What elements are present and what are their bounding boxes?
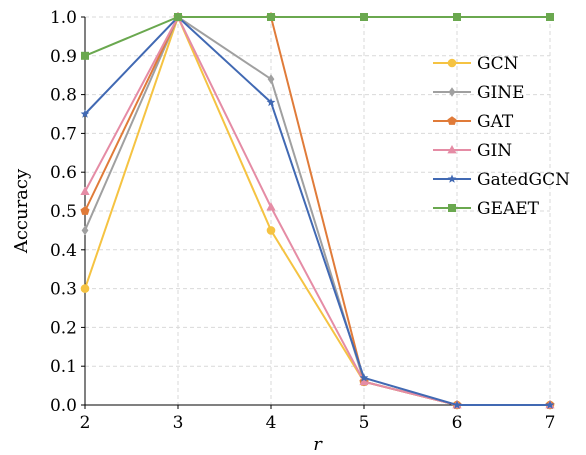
x-tick-label: 7 <box>545 413 556 433</box>
y-tick-label: 0.7 <box>50 124 77 144</box>
x-tick-label: 2 <box>80 413 91 433</box>
data-point-gat <box>80 206 89 215</box>
data-point-geaet <box>174 13 182 21</box>
y-tick-label: 0.6 <box>50 163 77 183</box>
legend-label-gatedgcn: GatedGCN <box>477 170 570 190</box>
x-tick-label: 4 <box>266 413 277 433</box>
legend-label-gcn: GCN <box>477 54 519 74</box>
data-point-geaet <box>360 13 368 21</box>
data-point-geaet <box>81 52 89 60</box>
data-point-gine <box>268 74 275 84</box>
x-tick-label: 5 <box>359 413 370 433</box>
y-tick-label: 0.5 <box>50 202 77 222</box>
y-tick-label: 0.0 <box>50 396 77 416</box>
data-point-gcn <box>81 284 90 293</box>
legend-item-gatedgcn: GatedGCN <box>433 170 570 190</box>
data-point-geaet <box>546 13 554 21</box>
y-tick-label: 0.3 <box>50 280 77 300</box>
y-axis-label: Accuracy <box>11 168 32 254</box>
x-tick-label: 6 <box>452 413 463 433</box>
legend-item-gine: GINE <box>433 83 525 103</box>
series-geaet <box>81 13 554 60</box>
legend-marker-gcn <box>448 59 457 68</box>
legend-label-gin: GIN <box>477 141 512 161</box>
x-axis-label: r <box>313 434 323 455</box>
y-tick-label: 0.1 <box>50 357 77 377</box>
legend-item-gat: GAT <box>433 112 514 132</box>
data-point-gin <box>266 202 275 210</box>
legend-label-geaet: GEAET <box>477 199 540 219</box>
legend-label-gine: GINE <box>477 83 525 103</box>
series-line-geaet <box>85 17 550 56</box>
y-tick-label: 1.0 <box>50 8 77 28</box>
y-tick-label: 0.2 <box>50 318 77 338</box>
legend-marker-geaet <box>448 204 456 212</box>
data-point-geaet <box>267 13 275 21</box>
legend-marker-gat <box>447 116 456 125</box>
data-point-gin <box>80 187 89 195</box>
legend-marker-gatedgcn <box>448 174 457 182</box>
data-point-gcn <box>267 226 276 235</box>
y-tick-label: 0.8 <box>50 86 77 106</box>
x-tick-label: 3 <box>173 413 184 433</box>
legend-item-gin: GIN <box>433 141 512 161</box>
legend-marker-gine <box>449 87 456 97</box>
data-point-geaet <box>453 13 461 21</box>
legend-item-geaet: GEAET <box>433 199 540 219</box>
legend-item-gcn: GCN <box>433 54 519 74</box>
legend-label-gat: GAT <box>477 112 514 132</box>
y-tick-label: 0.9 <box>50 47 77 67</box>
y-tick-label: 0.4 <box>50 241 77 261</box>
